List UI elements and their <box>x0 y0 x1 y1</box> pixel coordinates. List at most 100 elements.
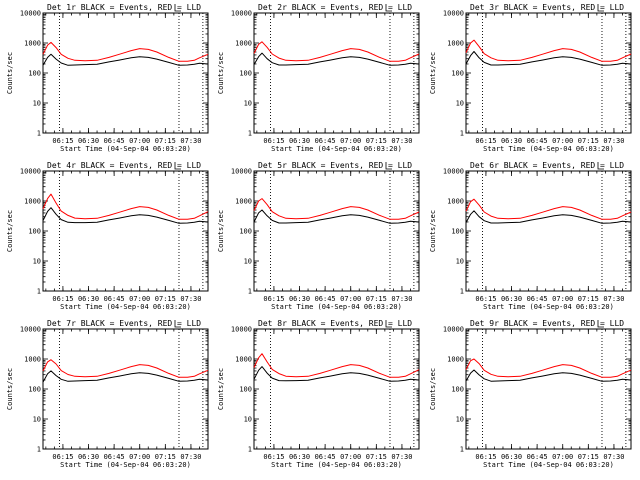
x-tick-label: 07:30 <box>603 453 624 461</box>
plot-frame <box>465 12 632 134</box>
y-tick-label: 1000 <box>447 198 464 206</box>
x-tick-label: 07:15 <box>155 137 176 145</box>
series-line-events <box>42 370 209 383</box>
x-axis-label: Start Time (04-Sep-04 06:03:20) <box>271 145 402 153</box>
y-tick-label: 10 <box>33 100 41 108</box>
x-axis-label: Start Time (04-Sep-04 06:03:20) <box>271 461 402 469</box>
panel-title: Det 6r BLACK = Events, RED = LLD <box>470 161 624 170</box>
panel-title: Det 4r BLACK = Events, RED = LLD <box>47 161 201 170</box>
x-tick-label: 06:15 <box>475 453 496 461</box>
y-tick-label: 10000 <box>443 168 464 176</box>
y-tick-label: 10 <box>456 416 464 424</box>
series-line-lld <box>253 41 420 62</box>
y-tick-label: 10 <box>33 416 41 424</box>
x-tick-label: 07:30 <box>603 137 624 145</box>
series-line-lld <box>42 359 209 378</box>
x-tick-label: 06:30 <box>289 453 310 461</box>
plot-frame <box>253 328 420 450</box>
x-tick-label: 07:15 <box>366 453 387 461</box>
y-tick-label: 1 <box>37 288 41 296</box>
y-tick-label: 10 <box>456 100 464 108</box>
series-line-events <box>253 366 420 382</box>
title-corner-mark <box>597 4 604 12</box>
panel-det-8: Det 8r BLACK = Events, RED = LLD 1 10 100 10… <box>217 319 420 469</box>
panel-title: Det 5r BLACK = Events, RED = LLD <box>258 161 412 170</box>
plot-frame <box>465 170 632 292</box>
title-corner-mark <box>385 162 392 170</box>
x-tick-label: 07:00 <box>552 137 573 145</box>
x-tick-label: 06:30 <box>78 453 99 461</box>
y-tick-label: 10000 <box>20 326 41 334</box>
y-axis-label: Counts/sec <box>6 52 14 94</box>
plot-frame <box>465 328 632 450</box>
panel-det-6: Det 6r BLACK = Events, RED = LLD 1 10 100 10… <box>429 161 632 311</box>
x-tick-label: 06:15 <box>263 137 284 145</box>
y-tick-label: 100 <box>28 386 41 394</box>
x-tick-label: 07:15 <box>578 137 599 145</box>
x-tick-label: 06:30 <box>501 137 522 145</box>
panel-title: Det 9r BLACK = Events, RED = LLD <box>470 319 624 328</box>
y-tick-label: 1 <box>460 446 464 454</box>
x-tick-label: 06:30 <box>78 295 99 303</box>
y-tick-label: 1000 <box>235 198 252 206</box>
y-tick-label: 10 <box>33 258 41 266</box>
panel-det-5: Det 5r BLACK = Events, RED = LLD 1 10 100 10… <box>217 161 420 311</box>
x-tick-label: 07:00 <box>340 295 361 303</box>
y-tick-label: 1000 <box>447 356 464 364</box>
y-tick-label: 10000 <box>443 10 464 18</box>
x-axis-label: Start Time (04-Sep-04 06:03:20) <box>483 303 614 311</box>
y-tick-label: 10000 <box>231 168 252 176</box>
x-tick-label: 06:15 <box>263 453 284 461</box>
x-tick-label: 06:30 <box>78 137 99 145</box>
y-axis-label: Counts/sec <box>217 52 225 94</box>
series-line-lld <box>465 198 632 220</box>
y-axis-label: Counts/sec <box>6 210 14 252</box>
y-axis-label: Counts/sec <box>6 368 14 410</box>
x-tick-label: 07:00 <box>552 453 573 461</box>
series-line-lld <box>465 39 632 62</box>
y-tick-label: 1000 <box>24 356 41 364</box>
y-tick-label: 10 <box>244 258 252 266</box>
panel-title: Det 3r BLACK = Events, RED = LLD <box>470 3 624 12</box>
y-tick-label: 100 <box>239 228 252 236</box>
series-line-lld <box>42 193 209 220</box>
x-tick-label: 07:30 <box>391 137 412 145</box>
x-tick-label: 07:00 <box>552 295 573 303</box>
y-axis-label: Counts/sec <box>217 210 225 252</box>
x-tick-label: 07:15 <box>578 295 599 303</box>
x-tick-label: 06:15 <box>475 295 496 303</box>
x-tick-label: 07:00 <box>340 137 361 145</box>
series-line-events <box>465 51 632 66</box>
panel-det-7: Det 7r BLACK = Events, RED = LLD 1 10 100 10… <box>6 319 209 469</box>
y-axis-label: Counts/sec <box>429 368 437 410</box>
panel-title: Det 2r BLACK = Events, RED = LLD <box>258 3 412 12</box>
y-tick-label: 1 <box>37 446 41 454</box>
x-tick-label: 06:45 <box>527 453 548 461</box>
panel-title: Det 7r BLACK = Events, RED = LLD <box>47 319 201 328</box>
y-tick-label: 1000 <box>235 356 252 364</box>
x-tick-label: 06:15 <box>263 295 284 303</box>
x-tick-label: 06:15 <box>52 137 73 145</box>
y-tick-label: 100 <box>451 386 464 394</box>
x-tick-label: 07:00 <box>129 137 150 145</box>
x-axis-label: Start Time (04-Sep-04 06:03:20) <box>483 461 614 469</box>
y-axis-label: Counts/sec <box>429 210 437 252</box>
y-tick-label: 10000 <box>20 10 41 18</box>
panel-det-4: Det 4r BLACK = Events, RED = LLD 1 10 100 10… <box>6 161 209 311</box>
panel-det-9: Det 9r BLACK = Events, RED = LLD 1 10 100 10… <box>429 319 632 469</box>
x-tick-label: 06:45 <box>104 137 125 145</box>
x-tick-label: 07:30 <box>603 295 624 303</box>
x-tick-label: 06:45 <box>315 137 336 145</box>
panel-title: Det 8r BLACK = Events, RED = LLD <box>258 319 412 328</box>
y-tick-label: 1000 <box>447 40 464 48</box>
x-tick-label: 06:45 <box>527 137 548 145</box>
y-tick-label: 100 <box>239 386 252 394</box>
x-tick-label: 06:15 <box>52 295 73 303</box>
title-corner-mark <box>597 320 604 328</box>
y-tick-label: 100 <box>451 228 464 236</box>
x-tick-label: 07:15 <box>366 137 387 145</box>
x-tick-label: 07:00 <box>129 453 150 461</box>
series-line-lld <box>42 41 209 62</box>
series-line-lld <box>253 198 420 220</box>
series-line-events <box>253 209 420 224</box>
